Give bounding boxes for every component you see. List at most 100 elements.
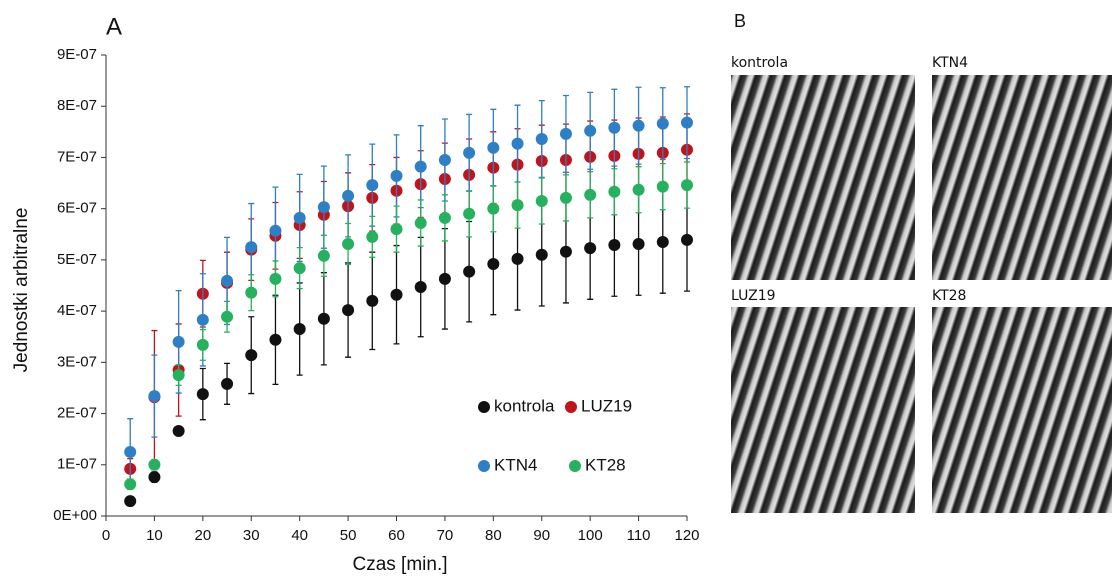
data-point — [317, 201, 330, 214]
data-point — [463, 265, 476, 278]
image-label: KTN4 — [932, 55, 968, 71]
data-point — [148, 471, 161, 484]
x-tick-label: 90 — [533, 527, 550, 544]
data-point — [535, 133, 548, 146]
data-point — [632, 183, 645, 196]
data-point — [559, 245, 572, 258]
panel-label: B — [734, 11, 746, 31]
data-point — [438, 211, 451, 224]
data-point — [487, 202, 500, 215]
data-point — [535, 194, 548, 207]
y-tick-label: 6E-07 — [57, 200, 97, 217]
data-point — [608, 239, 621, 252]
data-point — [632, 238, 645, 251]
data-point — [584, 124, 597, 137]
data-point — [463, 207, 476, 220]
data-point — [438, 154, 451, 167]
data-point — [221, 377, 234, 390]
legend-marker — [565, 401, 577, 413]
data-point — [681, 179, 693, 192]
legend-marker — [569, 460, 581, 472]
data-point — [656, 235, 669, 248]
data-point — [196, 313, 209, 326]
x-tick-label: 60 — [388, 527, 405, 544]
data-point — [414, 217, 427, 230]
data-point — [414, 281, 427, 294]
y-axis-label: Jednostki arbitralne — [11, 208, 32, 373]
y-tick-label: 4E-07 — [57, 302, 97, 319]
legend-marker — [478, 401, 490, 413]
x-tick-label: 70 — [437, 527, 454, 544]
data-point — [438, 272, 451, 285]
y-tick-label: 1E-07 — [57, 456, 97, 473]
data-point — [342, 189, 355, 202]
x-tick-label: 50 — [340, 527, 357, 544]
data-point — [172, 424, 185, 437]
x-tick-label: 120 — [674, 527, 699, 544]
data-point — [221, 274, 234, 287]
image-label: LUZ19 — [731, 288, 776, 304]
data-point — [584, 242, 597, 255]
legend-label: kontrola — [494, 396, 555, 415]
legend-label: KT28 — [585, 455, 626, 474]
data-point — [632, 119, 645, 132]
data-point — [196, 388, 209, 401]
data-point — [511, 199, 524, 212]
x-tick-label: 10 — [146, 527, 163, 544]
x-tick-label: 30 — [243, 527, 260, 544]
data-point — [124, 445, 137, 458]
y-tick-label: 9E-07 — [57, 46, 97, 63]
data-point — [487, 257, 500, 270]
x-tick-label: 110 — [627, 527, 651, 544]
panel-label: A — [106, 13, 122, 40]
data-point — [390, 169, 403, 182]
data-point — [317, 249, 330, 262]
data-point — [681, 233, 693, 246]
data-point — [656, 117, 669, 130]
y-tick-label: 2E-07 — [57, 405, 97, 422]
micrograph — [932, 307, 1112, 513]
micrograph — [731, 75, 915, 280]
y-tick-label: 3E-07 — [57, 353, 97, 370]
data-point — [559, 127, 572, 140]
data-point — [366, 179, 379, 192]
data-point — [269, 272, 282, 285]
x-tick-label: 100 — [578, 527, 603, 544]
data-point — [221, 310, 234, 323]
data-point — [608, 121, 621, 134]
data-point — [463, 146, 476, 159]
y-tick-label: 0E+00 — [53, 507, 97, 524]
x-tick-label: 80 — [485, 527, 502, 544]
y-tick-label: 8E-07 — [57, 97, 97, 114]
data-point — [584, 188, 597, 201]
data-point — [196, 338, 209, 351]
image-label: kontrola — [731, 55, 788, 71]
legend-label: LUZ19 — [581, 396, 632, 415]
data-point — [293, 211, 306, 224]
data-point — [559, 191, 572, 204]
data-point — [390, 288, 403, 301]
data-point — [293, 323, 306, 336]
data-point — [342, 304, 355, 317]
data-point — [317, 312, 330, 325]
y-tick-label: 5E-07 — [57, 251, 97, 268]
image-label: KT28 — [932, 288, 966, 304]
data-point — [293, 262, 306, 275]
data-point — [511, 137, 524, 150]
data-point — [342, 238, 355, 251]
data-point — [269, 333, 282, 346]
data-point — [148, 458, 161, 471]
data-point — [390, 223, 403, 236]
data-point — [366, 230, 379, 243]
legend-marker — [478, 460, 490, 472]
legend-label: KTN4 — [494, 455, 537, 474]
micrograph — [731, 307, 915, 513]
micrograph — [932, 75, 1112, 280]
data-point — [366, 294, 379, 307]
data-point — [148, 390, 161, 403]
data-point — [124, 478, 137, 491]
x-tick-label: 0 — [102, 527, 110, 544]
data-point — [656, 180, 669, 193]
data-point — [414, 160, 427, 173]
